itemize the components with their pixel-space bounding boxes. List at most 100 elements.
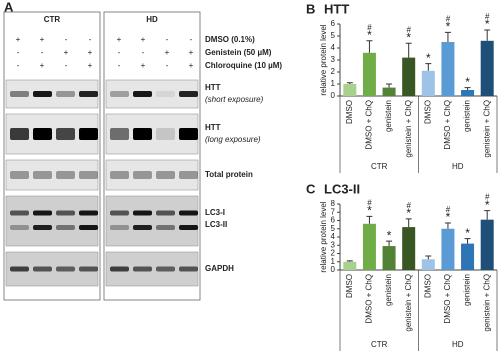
band [33,171,52,179]
band [79,210,98,216]
error-bar [346,260,353,262]
error-bar [425,255,432,260]
blot-label: GAPDH [205,264,234,273]
band [56,225,75,230]
bar [382,87,396,96]
blot-label: LC3-I [205,208,225,217]
band [79,171,98,179]
blot-bg [105,195,199,247]
band [10,128,29,140]
sign: - [118,61,121,70]
band [33,128,52,140]
band [179,128,198,140]
y-tick-label: 4 [331,43,336,52]
significance-marker: * [446,210,451,224]
band [133,171,152,179]
x-tick-label: DMSO [423,100,432,124]
sign: + [117,35,122,44]
bar [402,57,416,96]
sign: + [40,35,45,44]
significance-marker: # [406,25,411,34]
bar [362,223,376,270]
sign: - [65,35,68,44]
significance-marker: * [485,198,490,212]
sign: + [189,61,194,70]
band [56,266,75,272]
group-label: CTR [371,162,388,171]
blot-note: (short exposure) [205,95,264,104]
bar [480,219,494,270]
band [33,266,52,272]
group-label: HD [146,15,158,24]
significance-marker: * [465,226,470,240]
band [156,266,175,272]
band [156,171,175,179]
band [33,91,52,97]
band [10,91,29,97]
band [79,128,98,140]
y-tick-label: 3 [331,55,336,64]
significance-marker: * [426,51,431,65]
band [79,225,98,230]
y-tick-label: 8 [331,199,336,208]
significance-marker: * [465,75,470,89]
bar [441,228,455,270]
y-tick-label: 0 [331,91,336,100]
x-tick-label: genistein + ChQ [482,274,491,332]
significance-marker: * [485,17,490,31]
sign: - [65,61,68,70]
band [156,128,175,140]
y-tick-label: 3 [331,240,336,249]
bar [402,227,416,270]
significance-marker: # [485,12,490,21]
y-tick-label: 5 [331,224,336,233]
error-bar [405,218,412,228]
band [179,91,198,97]
bar [382,246,396,270]
error-bar [464,238,471,244]
band [56,171,75,179]
band [110,171,129,179]
band [179,225,198,230]
band [133,266,152,272]
sign: + [88,48,93,57]
bar [461,243,475,270]
error-bar [346,82,353,84]
sign: - [17,61,20,70]
group-label: HD [452,162,464,171]
y-axis-label: relative protein level [319,201,328,272]
band [110,128,129,140]
x-tick-label: genistein [384,100,393,132]
panel-letter: B [306,1,315,16]
chart-title: HTT [324,1,349,16]
y-axis-label: relative protein level [319,24,328,95]
sign: - [166,35,169,44]
significance-marker: # [406,201,411,210]
x-tick-label: DMSO + ChQ [365,100,374,150]
band [79,266,98,272]
significance-marker: * [367,28,372,42]
bar [441,42,455,96]
group-box [3,11,101,301]
x-tick-label: DMSO [345,100,354,124]
band [179,210,198,216]
x-tick-label: genistein [384,274,393,306]
significance-marker: # [367,23,372,32]
blot-label: HTT [205,123,221,132]
significance-marker: # [367,198,372,207]
sign: - [17,48,20,57]
band [133,128,152,140]
band [179,171,198,179]
group-label: CTR [44,15,61,24]
treatment-label: DMSO (0.1%) [205,35,255,44]
sign: + [189,48,194,57]
significance-marker: * [387,228,392,242]
group-box [103,11,201,301]
band [156,225,175,230]
significance-marker: # [446,205,451,214]
y-tick-label: 2 [331,249,336,258]
x-tick-label: DMSO + ChQ [443,100,452,150]
band [79,91,98,97]
significance-marker: * [406,30,411,44]
error-bar [464,87,471,90]
